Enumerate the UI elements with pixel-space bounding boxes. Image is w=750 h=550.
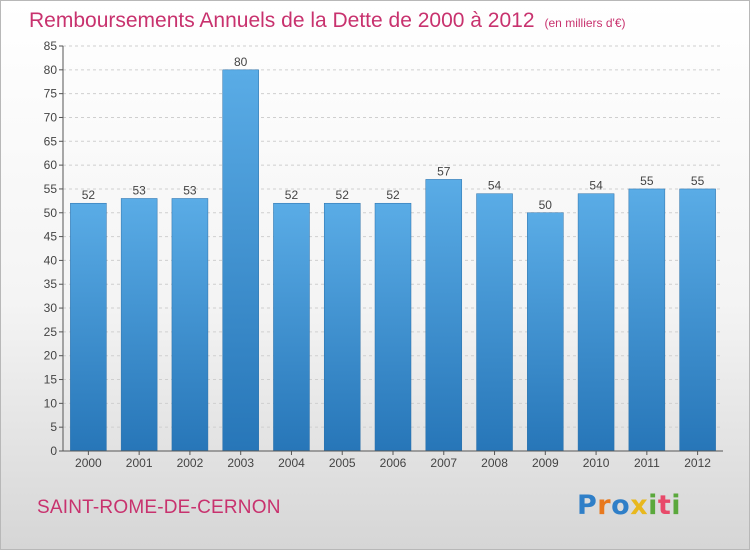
bar — [374, 202, 412, 452]
logo-letter: i — [671, 490, 682, 521]
data-label: 50 — [539, 198, 553, 212]
bar — [171, 198, 209, 452]
x-tick-label: 2001 — [126, 456, 153, 470]
bar — [70, 202, 107, 452]
data-label: 54 — [589, 179, 603, 193]
proxiti-logo: Proxiti — [577, 490, 681, 521]
x-tick-label: 2003 — [227, 456, 254, 470]
data-label: 57 — [437, 164, 451, 178]
data-label: 53 — [183, 183, 197, 197]
y-tick-label: 0 — [50, 444, 57, 458]
y-tick-label: 65 — [44, 134, 58, 148]
y-tick-label: 80 — [44, 63, 58, 77]
y-tick-label: 85 — [44, 39, 58, 53]
bar — [577, 193, 615, 452]
x-tick-label: 2010 — [583, 456, 610, 470]
x-tick-label: 2011 — [634, 456, 660, 470]
data-label: 54 — [488, 179, 502, 193]
y-tick-label: 60 — [44, 158, 58, 172]
x-tick-label: 2006 — [380, 456, 407, 470]
logo-letter: r — [597, 490, 612, 521]
logo-letter: t — [657, 490, 672, 521]
data-label: 52 — [285, 188, 299, 202]
x-tick-label: 2005 — [329, 456, 356, 470]
x-tick-label: 2007 — [430, 456, 457, 470]
y-tick-label: 20 — [44, 349, 58, 363]
x-tick-label: 2004 — [278, 456, 305, 470]
y-tick-label: 50 — [44, 206, 58, 220]
data-label: 52 — [82, 188, 96, 202]
bars — [70, 69, 716, 452]
y-axis-ticks: 0 5 10 15 20 25 30 35 40 45 50 55 60 65 70 75 80 85 — [44, 39, 63, 458]
title-unit: (en milliers d'€) — [544, 16, 626, 30]
y-tick-label: 45 — [44, 230, 58, 244]
y-tick-label: 55 — [44, 182, 58, 196]
bar — [273, 202, 310, 452]
data-label: 80 — [234, 55, 248, 69]
data-label: 55 — [640, 174, 654, 188]
bar — [222, 69, 259, 452]
y-tick-label: 30 — [44, 301, 58, 315]
logo-letter: x — [630, 490, 649, 521]
bar — [425, 179, 463, 452]
data-labels: 52 53 53 80 52 52 52 57 54 50 54 55 55 — [82, 55, 705, 212]
y-tick-label: 10 — [44, 396, 58, 410]
y-tick-label: 15 — [44, 373, 58, 387]
x-tick-label: 2012 — [684, 456, 711, 470]
title-text: Remboursements Annuels de la Dette de 20… — [29, 9, 535, 32]
data-label: 53 — [132, 183, 146, 197]
data-label: 52 — [386, 188, 400, 202]
bar — [628, 188, 666, 452]
y-tick-label: 35 — [44, 277, 58, 291]
x-tick-label: 2008 — [481, 456, 508, 470]
bar — [120, 198, 158, 452]
logo-letter: i — [648, 490, 658, 521]
bar — [323, 202, 361, 452]
y-tick-label: 70 — [44, 110, 58, 124]
chart-title: Remboursements Annuels de la Dette de 20… — [29, 9, 626, 33]
x-tick-label: 2009 — [532, 456, 559, 470]
logo-letter: o — [611, 490, 631, 521]
bar — [476, 193, 513, 452]
data-label: 55 — [691, 174, 705, 188]
logo-letter: P — [577, 490, 598, 521]
data-label: 52 — [336, 188, 350, 202]
y-tick-label: 75 — [44, 87, 58, 101]
commune-name: SAINT-ROME-DE-CERNON — [37, 497, 281, 518]
x-tick-label: 2000 — [75, 456, 102, 470]
bar — [527, 212, 564, 452]
y-tick-label: 25 — [44, 325, 58, 339]
y-tick-label: 5 — [50, 420, 57, 434]
x-axis-ticks: 2000 2001 2002 2003 2004 2005 2006 2007 2008 2009… — [75, 451, 711, 470]
x-tick-label: 2002 — [177, 456, 204, 470]
bar — [679, 188, 716, 452]
y-tick-label: 40 — [44, 253, 58, 267]
